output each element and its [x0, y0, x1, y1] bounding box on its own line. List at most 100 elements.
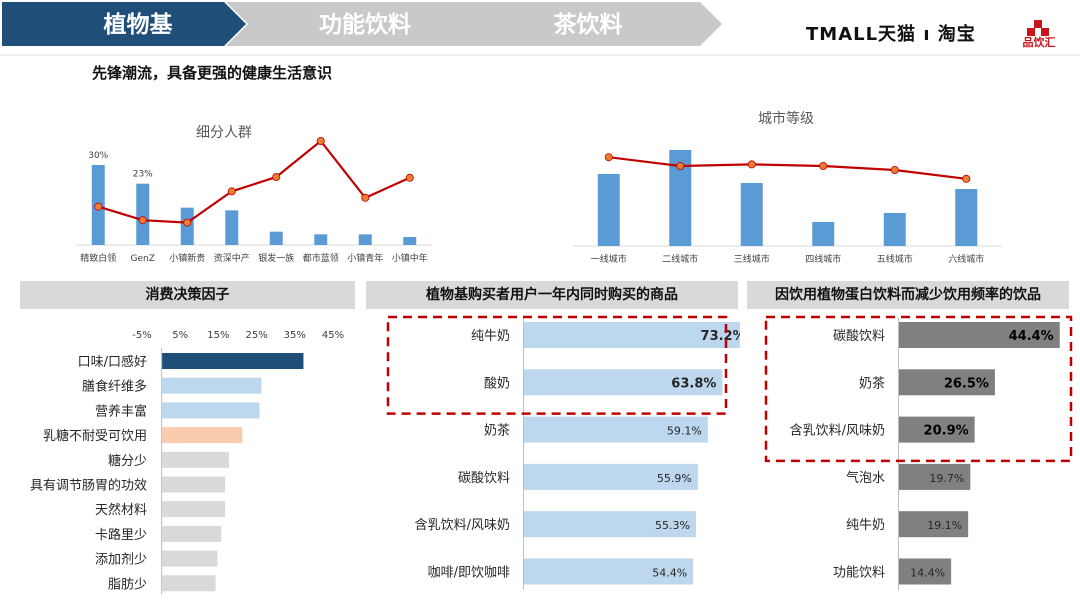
category-label: 碳酸饮料: [458, 471, 510, 486]
value-label: 73.2%: [701, 329, 740, 344]
page-headline: 先锋潮流，具备更强的健康生活意识: [92, 64, 333, 82]
index-point: [316, 136, 325, 145]
x-tick-label: 35%: [284, 330, 306, 341]
x-tick-label: 精致白领: [80, 252, 116, 264]
chart-city-tier: 一线城市 二线城市 三线城市 四线城市 五线城市 六线城市: [573, 150, 1002, 265]
factor-label: 卡路里少: [95, 527, 147, 543]
category-label: 功能饮料: [833, 566, 885, 581]
bar-6: [314, 234, 328, 245]
factor-label: 膳食纤维多: [82, 379, 147, 395]
value-label: 55.9%: [657, 472, 692, 485]
bar-5: [883, 213, 906, 246]
category-label: 奶茶: [859, 375, 885, 391]
index-point: [272, 173, 281, 182]
x-tick-label: 四线城市: [805, 253, 841, 265]
index-point: [227, 187, 236, 196]
factor-label: 乳糖不耐受可饮用: [43, 428, 147, 444]
highlight-box: [764, 315, 1073, 463]
chart-title-city-tier: 城市等级: [758, 111, 814, 127]
purchase-bar-2: [524, 369, 723, 396]
purchase-bar-5: [899, 511, 969, 538]
category-label: 奶茶: [484, 423, 510, 439]
bar-6: [955, 189, 978, 246]
index-line: [97, 139, 411, 224]
factor-bar-4: [162, 427, 243, 444]
x-tick-label: 银发一族: [258, 252, 294, 264]
bar-2: [136, 183, 150, 245]
x-tick-label: 小镇青年: [347, 252, 383, 264]
index-point: [138, 216, 147, 225]
value-label: 55.3%: [655, 519, 690, 532]
factor-bar-2: [162, 377, 262, 394]
bar-1: [597, 174, 620, 246]
purchase-bar-1: [524, 322, 740, 348]
bar-8: [403, 237, 417, 245]
chart-reduced-drinks: 碳酸饮料 44.4% 奶茶 26.5% 含乳饮料/风味奶 20.9% 气泡水 19.7% 纯牛奶…: [764, 315, 1073, 590]
nav-step-2-shape: [226, 2, 488, 46]
x-tick-label: 15%: [207, 330, 229, 341]
bar-2: [669, 150, 692, 246]
category-label: 纯牛奶: [846, 518, 885, 533]
nav-step-1[interactable]: 植物基: [104, 11, 174, 38]
chart-title-segments: 细分人群: [196, 125, 252, 141]
x-tick-label: 资深中产: [214, 252, 250, 264]
purchase-bar-4: [899, 463, 971, 490]
x-tick-label: 5%: [172, 330, 188, 341]
factor-label: 营养丰富: [95, 403, 147, 419]
band-reduced-drinks: 因饮用植物蛋白饮料而减少饮用频率的饮品: [747, 281, 1069, 309]
index-point: [94, 202, 103, 211]
index-point: [676, 162, 685, 171]
index-point: [183, 218, 192, 227]
index-point: [819, 162, 828, 171]
category-label: 碳酸饮料: [833, 329, 885, 344]
x-tick-label: -5%: [132, 330, 151, 341]
pinyinhui-logo-text: 品饮汇: [1022, 36, 1056, 49]
x-tick-label: 五线城市: [877, 253, 913, 265]
bar-4: [812, 222, 835, 246]
category-label: 纯牛奶: [471, 329, 510, 344]
x-tick-label: 25%: [245, 330, 267, 341]
index-point: [405, 173, 414, 182]
value-label: 14.4%: [910, 567, 945, 580]
purchase-bar-6: [524, 558, 694, 585]
band-co-purchase: 植物基购买者用户一年内同时购买的商品: [366, 281, 738, 309]
factor-bar-9: [162, 550, 218, 567]
value-label: 19.7%: [929, 472, 964, 485]
factor-label: 添加剂少: [95, 553, 147, 568]
value-label: 59.1%: [667, 425, 702, 438]
category-label: 含乳饮料/风味奶: [790, 423, 885, 439]
bar-3: [740, 183, 763, 246]
x-tick-label: 小镇中年: [392, 252, 428, 264]
value-label: 54.4%: [652, 567, 687, 580]
factor-bar-5: [162, 451, 229, 468]
factor-bar-1: [162, 353, 304, 369]
factor-bar-10: [162, 575, 216, 592]
pinyinhui-logo-icon: [1027, 20, 1049, 36]
value-label: 20.9%: [924, 424, 969, 439]
purchase-bar-3: [524, 416, 708, 443]
chart-segments: 精致白领 30% GenZ 23% 小镇新贵 资深中产 银发一族 都市蓝领 小镇青年 小镇中年: [76, 136, 432, 264]
index-point: [604, 153, 613, 162]
purchase-bar-6: [899, 558, 952, 585]
value-label: 44.4%: [1009, 329, 1054, 344]
purchase-bar-4: [524, 463, 698, 490]
bar-4: [225, 210, 239, 245]
purchase-bar-3: [899, 416, 975, 443]
factor-bar-6: [162, 476, 226, 493]
nav-step-1-shape: [2, 2, 246, 46]
bar-5: [269, 231, 283, 245]
factor-bar-8: [162, 525, 222, 542]
highlight-box: [386, 315, 728, 415]
data-label: 30%: [88, 151, 108, 161]
band-decision-factors: 消费决策因子: [20, 281, 355, 309]
nav-step-3[interactable]: 茶饮料: [554, 11, 623, 38]
factor-label: 脂肪少: [108, 576, 147, 592]
nav-step-2[interactable]: 功能饮料: [319, 11, 411, 38]
factor-label: 具有调节肠胃的功效: [30, 478, 147, 494]
nav-step-3-shape: [450, 2, 722, 46]
data-label: 23%: [133, 170, 153, 180]
x-tick-label: 一线城市: [591, 253, 627, 265]
x-tick-label: 小镇新贵: [169, 252, 205, 264]
tmall-taobao-logo: TMALL天猫 ı 淘宝: [806, 24, 976, 45]
factor-label: 口味/口感好: [78, 354, 147, 370]
